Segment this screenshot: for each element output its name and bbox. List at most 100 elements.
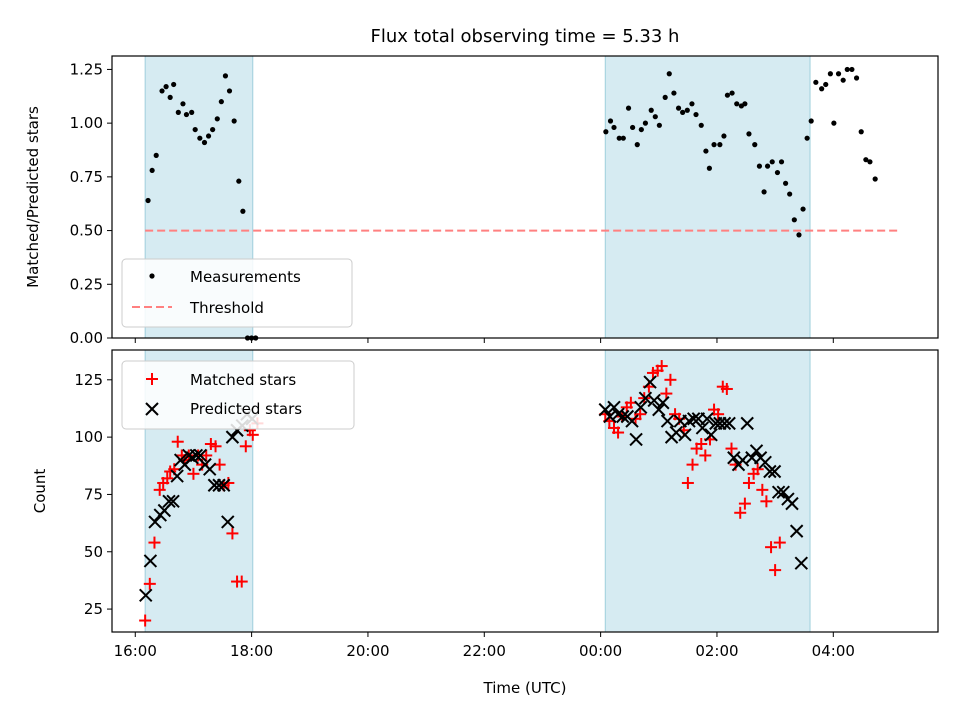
predicted-star-stroke-b — [225, 430, 240, 444]
measurement-point — [764, 163, 771, 169]
measurement-point — [226, 88, 233, 94]
predicted-star-marker — [652, 402, 666, 417]
predicted-star-marker — [166, 494, 180, 509]
matched-star-marker — [200, 449, 213, 462]
predicted-star-stroke-b — [203, 462, 217, 476]
legend-measurement-marker — [149, 273, 155, 279]
measurement-point — [769, 159, 775, 165]
bottom-y-axis: 25 50 75 100 125 — [74, 371, 112, 618]
predicted-star-stroke-b — [686, 412, 701, 426]
predicted-star-marker — [629, 432, 643, 447]
measurement-point — [183, 111, 190, 118]
measurement-points — [145, 66, 878, 341]
predicted-star-marker — [695, 421, 710, 435]
predicted-star-marker — [717, 416, 732, 431]
matched-star-marker — [756, 483, 769, 496]
predicted-star-marker — [638, 391, 653, 405]
predicted-star-stroke-b — [139, 588, 153, 603]
matched-star-marker — [209, 440, 222, 453]
measurement-point — [205, 133, 212, 139]
predicted-star-marker — [643, 375, 657, 389]
matched-star-marker — [773, 536, 786, 549]
top-y-axis-label: Matched/Predicted stars — [24, 106, 42, 288]
predicted-star-marker — [776, 485, 790, 499]
measurement-point — [693, 111, 699, 118]
measurement-point — [662, 94, 668, 100]
measurement-point — [844, 66, 850, 73]
measurement-point — [210, 126, 216, 133]
matched-star-marker — [235, 575, 248, 588]
measurement-point — [782, 180, 789, 186]
predicted-star-stroke-b — [598, 402, 612, 417]
measurement-point — [872, 176, 878, 182]
bottom-y-axis-label: Count — [31, 469, 49, 514]
predicted-star-marker — [225, 430, 240, 444]
y-tick-label: 0.00 — [70, 329, 103, 347]
legend-measurements-label: Measurements — [190, 268, 301, 286]
predicted-star-marker — [700, 412, 714, 426]
predicted-star-marker — [203, 462, 217, 476]
predicted-star-marker — [170, 469, 184, 483]
measurement-point — [149, 167, 155, 174]
x-tick-label: 02:00 — [695, 642, 738, 660]
chart-title: Flux total observing time = 5.33 h — [371, 26, 680, 47]
predicted-star-stroke-b — [216, 478, 231, 492]
y-tick-label: 0.25 — [70, 275, 103, 293]
predicted-star-marker — [704, 428, 718, 442]
predicted-star-stroke-b — [749, 444, 764, 458]
y-tick-label: 125 — [74, 371, 103, 389]
predicted-star-marker — [678, 428, 692, 442]
bottom-panel: 25 50 75 100 125 16:00 18:00 20:00 22:00 00:00 02… — [31, 349, 939, 697]
measurement-point — [689, 101, 695, 107]
measurement-point — [231, 118, 237, 124]
predicted-star-stroke-b — [717, 416, 732, 431]
predicted-star-marker — [212, 478, 226, 492]
matched-star-marker — [660, 387, 673, 400]
predicted-star-marker — [625, 414, 639, 428]
y-tick-label: 25 — [84, 600, 103, 618]
legend-predicted-marker — [145, 402, 159, 416]
y-tick-label: 1.25 — [70, 60, 103, 78]
y-tick-label: 50 — [84, 543, 103, 561]
measurement-point — [808, 118, 814, 124]
predicted-star-stroke-b — [656, 396, 670, 410]
predicted-star-marker — [221, 515, 235, 529]
matched-star-marker — [760, 495, 773, 508]
predicted-star-stroke-b — [148, 515, 162, 529]
top-legend: Measurements Threshold — [121, 258, 353, 328]
predicted-star-marker — [771, 485, 786, 499]
predicted-star-stroke-b — [771, 485, 786, 499]
measurement-point — [153, 152, 159, 158]
measurement-point — [823, 81, 829, 88]
measurement-point — [721, 133, 727, 139]
predicted-star-stroke-b — [727, 451, 741, 465]
measurement-point — [827, 71, 833, 77]
measurement-point — [675, 105, 682, 111]
shaded-band — [604, 349, 811, 633]
matched-star-marker — [148, 536, 161, 549]
matched-star-marker — [734, 506, 747, 519]
measurement-point — [761, 189, 767, 195]
top-y-axis: 0.00 0.25 0.50 0.75 1.00 1.25 — [70, 60, 112, 347]
y-tick-label: 75 — [84, 485, 103, 503]
measurement-point — [756, 163, 763, 169]
measurement-point — [197, 135, 203, 141]
predicted-star-stroke-b — [221, 515, 235, 529]
predicted-star-marker — [722, 416, 736, 431]
predicted-star-marker — [148, 515, 162, 529]
predicted-star-marker — [785, 496, 799, 511]
predicted-star-stroke-b — [166, 494, 180, 509]
predicted-star-stroke-b — [700, 412, 714, 426]
shaded-band — [604, 55, 811, 339]
measurement-point — [192, 126, 198, 133]
predicted-star-stroke-b — [162, 494, 176, 509]
measurement-point — [804, 135, 810, 141]
measurement-point — [706, 165, 712, 171]
matched-star-marker — [187, 467, 200, 480]
measurement-point — [796, 232, 802, 238]
measurement-point — [240, 208, 246, 214]
measurement-point — [652, 114, 658, 120]
matched-star-marker — [222, 476, 235, 489]
measurement-point — [222, 73, 229, 79]
